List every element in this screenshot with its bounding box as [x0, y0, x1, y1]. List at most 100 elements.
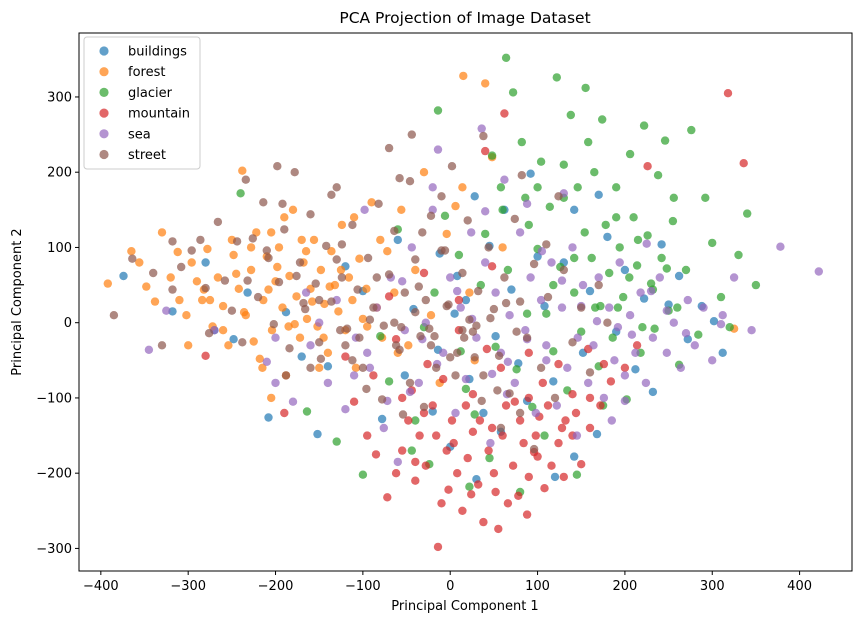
point-street — [306, 363, 315, 372]
point-mountain — [524, 393, 533, 403]
point-glacier — [512, 365, 521, 374]
point-forest — [465, 288, 474, 297]
point-buildings — [585, 286, 595, 296]
point-forest — [316, 265, 326, 275]
point-mountain — [496, 363, 506, 372]
point-street — [489, 304, 499, 314]
point-sea — [605, 303, 614, 312]
x-tick-label: −200 — [258, 579, 294, 594]
point-glacier — [639, 121, 649, 130]
point-street — [411, 308, 420, 317]
point-glacier — [668, 216, 678, 226]
point-mountain — [487, 423, 497, 433]
point-street — [484, 243, 493, 252]
point-glacier — [236, 189, 245, 198]
point-glacier — [633, 235, 643, 245]
point-sea — [306, 341, 315, 350]
point-street — [500, 273, 509, 282]
point-mountain — [391, 469, 401, 478]
point-buildings — [297, 352, 306, 361]
point-mountain — [524, 472, 533, 482]
point-mountain — [554, 359, 563, 369]
point-sea — [625, 311, 635, 320]
point-street — [486, 314, 495, 323]
point-forest — [192, 277, 202, 286]
point-sea — [718, 311, 727, 320]
point-street — [241, 175, 250, 184]
point-glacier — [590, 168, 599, 177]
point-mountain — [543, 401, 553, 410]
point-glacier — [687, 125, 696, 135]
x-axis-ticks: −400 −300 −200 −100 0 100 200 300 400 — [83, 571, 812, 594]
point-sea — [451, 408, 460, 418]
point-street — [311, 279, 320, 288]
point-mountain — [491, 487, 500, 497]
point-street — [472, 321, 481, 330]
point-sea — [747, 326, 756, 335]
point-street — [479, 131, 488, 141]
point-street — [585, 368, 595, 377]
point-street — [201, 283, 210, 293]
point-mountain — [404, 416, 413, 425]
point-mountain — [522, 510, 532, 519]
point-sea — [641, 378, 651, 388]
y-tick-label: 100 — [47, 241, 72, 256]
point-forest — [249, 337, 258, 346]
point-street — [262, 246, 271, 255]
point-glacier — [508, 88, 518, 97]
point-street — [512, 327, 521, 336]
point-mountain — [540, 484, 549, 493]
point-sea — [542, 356, 551, 365]
x-tick-label: −400 — [83, 579, 119, 594]
point-forest — [103, 279, 113, 288]
point-forest — [184, 341, 193, 350]
point-glacier — [701, 193, 710, 202]
point-mountain — [500, 109, 509, 118]
point-glacier — [613, 303, 623, 312]
point-street — [400, 288, 409, 297]
point-forest — [238, 166, 247, 175]
point-sea — [262, 357, 271, 366]
point-buildings — [550, 472, 560, 482]
point-street — [426, 341, 436, 350]
point-mountain — [369, 371, 378, 380]
point-street — [432, 363, 441, 372]
point-forest — [218, 326, 228, 335]
point-forest — [426, 311, 436, 320]
point-glacier — [669, 193, 678, 202]
point-buildings — [507, 285, 516, 294]
point-glacier — [517, 137, 526, 147]
point-mountain — [453, 469, 462, 478]
x-tick-label: 100 — [525, 579, 550, 594]
point-sea — [620, 371, 630, 380]
point-sea — [288, 397, 298, 406]
point-buildings — [264, 413, 273, 422]
point-forest — [127, 247, 136, 256]
point-forest — [175, 295, 184, 305]
point-street — [559, 265, 568, 275]
point-forest — [292, 292, 301, 301]
point-street — [353, 285, 362, 294]
point-sea — [379, 423, 388, 433]
point-glacier — [632, 261, 642, 270]
point-sea — [594, 273, 603, 282]
point-glacier — [549, 280, 558, 290]
point-street — [418, 228, 427, 237]
point-mountain — [494, 524, 503, 534]
point-sea — [578, 280, 588, 290]
point-street — [543, 292, 553, 302]
point-glacier — [650, 324, 659, 333]
point-street — [405, 177, 415, 186]
point-sea — [360, 205, 369, 214]
point-street — [332, 255, 341, 264]
point-buildings — [674, 271, 684, 281]
point-street — [327, 297, 336, 306]
point-forest — [290, 320, 299, 329]
point-street — [157, 341, 167, 350]
point-sea — [144, 345, 154, 354]
point-street — [407, 130, 416, 139]
y-axis-ticks: −300 −200 −100 0 100 200 300 — [36, 90, 79, 557]
point-forest — [376, 235, 385, 245]
point-forest — [218, 301, 228, 311]
